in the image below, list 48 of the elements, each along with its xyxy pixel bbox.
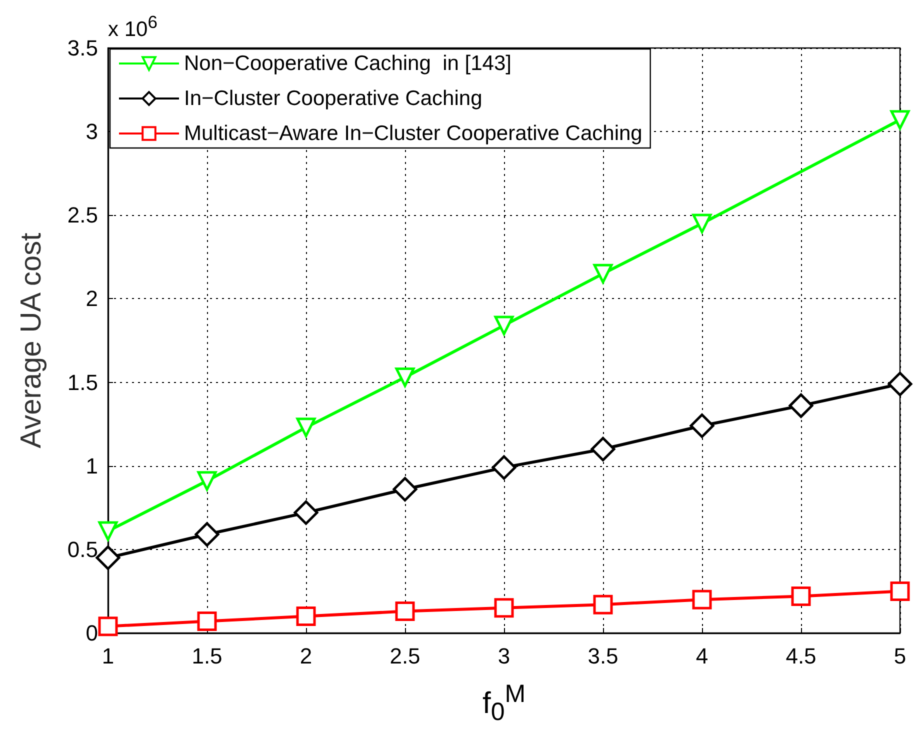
point xyxy=(692,214,712,234)
x-tick-label: 2 xyxy=(300,644,312,668)
x-tick-label: 1 xyxy=(102,644,114,668)
point xyxy=(98,521,118,541)
point xyxy=(98,616,118,636)
point xyxy=(395,368,415,388)
point xyxy=(788,393,814,418)
point xyxy=(392,477,418,502)
y-tick-label: 1 xyxy=(86,453,98,478)
x-tick-label: 3.5 xyxy=(588,644,618,668)
point xyxy=(791,586,811,606)
point xyxy=(96,546,120,570)
point xyxy=(890,581,910,601)
x-tick-label: 4 xyxy=(696,644,708,668)
y-tick-label: 0.5 xyxy=(67,536,98,562)
y-tick-label: 2 xyxy=(86,286,98,312)
x-tick-label: 5 xyxy=(894,644,906,668)
legend-label: Non−Cooperative Caching in [143] xyxy=(184,52,512,75)
point xyxy=(692,590,712,610)
x-tick-label: 3 xyxy=(498,644,510,668)
y-tick-label: 0 xyxy=(86,620,98,646)
point xyxy=(197,471,217,491)
point xyxy=(494,316,514,336)
point xyxy=(494,598,514,618)
point xyxy=(888,372,912,396)
legend-label: In−Cluster Cooperative Caching xyxy=(184,87,482,110)
y-tick-label: 1.5 xyxy=(67,370,98,395)
y-tick-label: 2.5 xyxy=(67,202,98,228)
point xyxy=(197,612,217,632)
point xyxy=(296,418,316,438)
point xyxy=(194,522,220,547)
x-tick-label: 4.5 xyxy=(786,644,816,668)
y-tick-label: 3.5 xyxy=(67,36,98,60)
x-tick-label: 2.5 xyxy=(390,644,420,668)
point xyxy=(890,110,910,130)
point xyxy=(690,413,714,438)
y-tick-label: 3 xyxy=(86,119,98,144)
point xyxy=(395,602,415,622)
x-tick-label: 1.5 xyxy=(192,644,222,668)
text: x 10$^{6}$ xyxy=(108,12,158,42)
point xyxy=(593,594,613,614)
point xyxy=(492,455,516,480)
point xyxy=(294,500,318,525)
y-axis-title: Average UA cost xyxy=(16,232,48,448)
point xyxy=(593,264,613,284)
legend-label: Multicast−Aware In−Cluster Cooperative Caching xyxy=(184,122,642,145)
point xyxy=(296,606,316,626)
point xyxy=(590,436,616,462)
